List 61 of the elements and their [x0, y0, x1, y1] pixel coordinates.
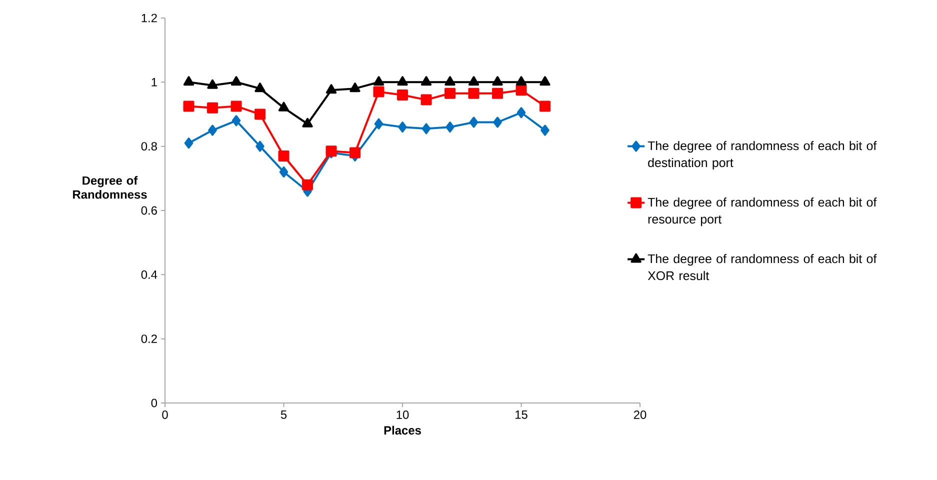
point — [254, 82, 266, 92]
x-tick-label: 15 — [516, 410, 528, 419]
x-tick-label: 10 — [396, 410, 409, 419]
point — [540, 100, 551, 112]
point — [183, 76, 194, 86]
y-tick-label: 1 — [152, 78, 157, 86]
point — [444, 88, 456, 99]
point — [256, 140, 264, 152]
point — [468, 76, 480, 86]
point — [183, 100, 194, 112]
point — [278, 150, 290, 162]
point — [468, 88, 480, 99]
x-axis-title: Places — [384, 426, 421, 435]
point — [540, 124, 550, 136]
point — [397, 76, 408, 86]
legend-label: The degree of randomness of each bit of resource port — [648, 198, 877, 226]
y-tick-label: 0.4 — [141, 270, 158, 279]
legend-label: The degree of randomness of each bit of XOR result — [648, 254, 877, 280]
point — [420, 94, 432, 106]
point — [279, 166, 288, 178]
point — [230, 100, 242, 112]
y-tick-label: 0.8 — [141, 142, 157, 151]
x-tick-label: 20 — [634, 410, 646, 419]
x-tick-label: 5 — [280, 410, 287, 419]
point — [446, 122, 454, 133]
point — [207, 102, 218, 114]
point — [516, 76, 527, 86]
point — [397, 89, 408, 100]
point — [373, 76, 384, 86]
point — [232, 115, 241, 126]
point — [492, 88, 504, 99]
point — [208, 124, 217, 136]
y-tick-label: 0 — [151, 398, 158, 408]
point — [469, 116, 478, 128]
point — [492, 76, 503, 86]
point — [374, 118, 384, 130]
point — [516, 84, 527, 96]
point — [398, 122, 407, 133]
point — [326, 84, 337, 94]
point — [278, 102, 290, 112]
point — [422, 123, 431, 134]
y-axis-title: Degree of Randomness — [73, 176, 147, 199]
point — [302, 118, 313, 128]
point — [207, 79, 218, 89]
point — [444, 76, 456, 86]
point — [302, 179, 314, 190]
x-tick-label: 0 — [162, 410, 168, 419]
point — [516, 107, 526, 118]
point — [493, 116, 502, 128]
point — [373, 86, 384, 98]
point — [540, 76, 550, 86]
y-tick-label: 0.2 — [141, 334, 157, 344]
point — [420, 76, 432, 86]
point — [230, 76, 242, 86]
y-tick-label: 0.6 — [141, 206, 157, 215]
point — [350, 147, 361, 158]
legend-label: The degree of randomness of each bit of destination port — [648, 141, 877, 170]
y-tick-label: 1.2 — [142, 14, 157, 22]
point — [184, 138, 194, 149]
point — [254, 108, 266, 120]
point — [350, 82, 360, 92]
